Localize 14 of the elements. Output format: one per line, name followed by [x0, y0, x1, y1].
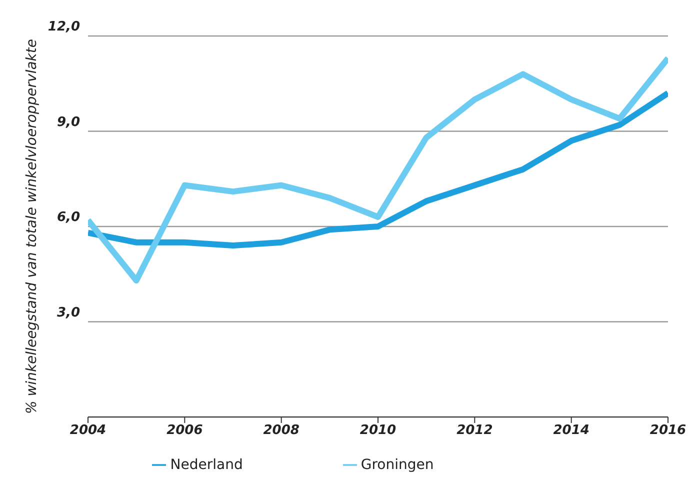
x-tick-label: 2006	[166, 423, 203, 438]
y-tick-label: 9,0	[56, 114, 80, 130]
x-tick-label: 2016	[650, 423, 686, 438]
x-tick-label: 2008	[263, 423, 300, 438]
legend-label: Groningen	[360, 457, 434, 473]
x-tick-label: 2004	[70, 423, 106, 438]
x-tick-label: 2014	[553, 423, 590, 438]
y-axis-title: % winkelleegstand van totale winkelvloeroppervlakte	[24, 38, 40, 414]
y-tick-label: 12,0	[48, 20, 80, 35]
x-tick-label: 2010	[360, 423, 396, 438]
x-tick-label: 2012	[456, 423, 493, 438]
y-tick-label: 3,0	[56, 305, 80, 320]
legend-label: Nederland	[170, 457, 243, 473]
y-tick-label: 6,0	[56, 210, 80, 226]
